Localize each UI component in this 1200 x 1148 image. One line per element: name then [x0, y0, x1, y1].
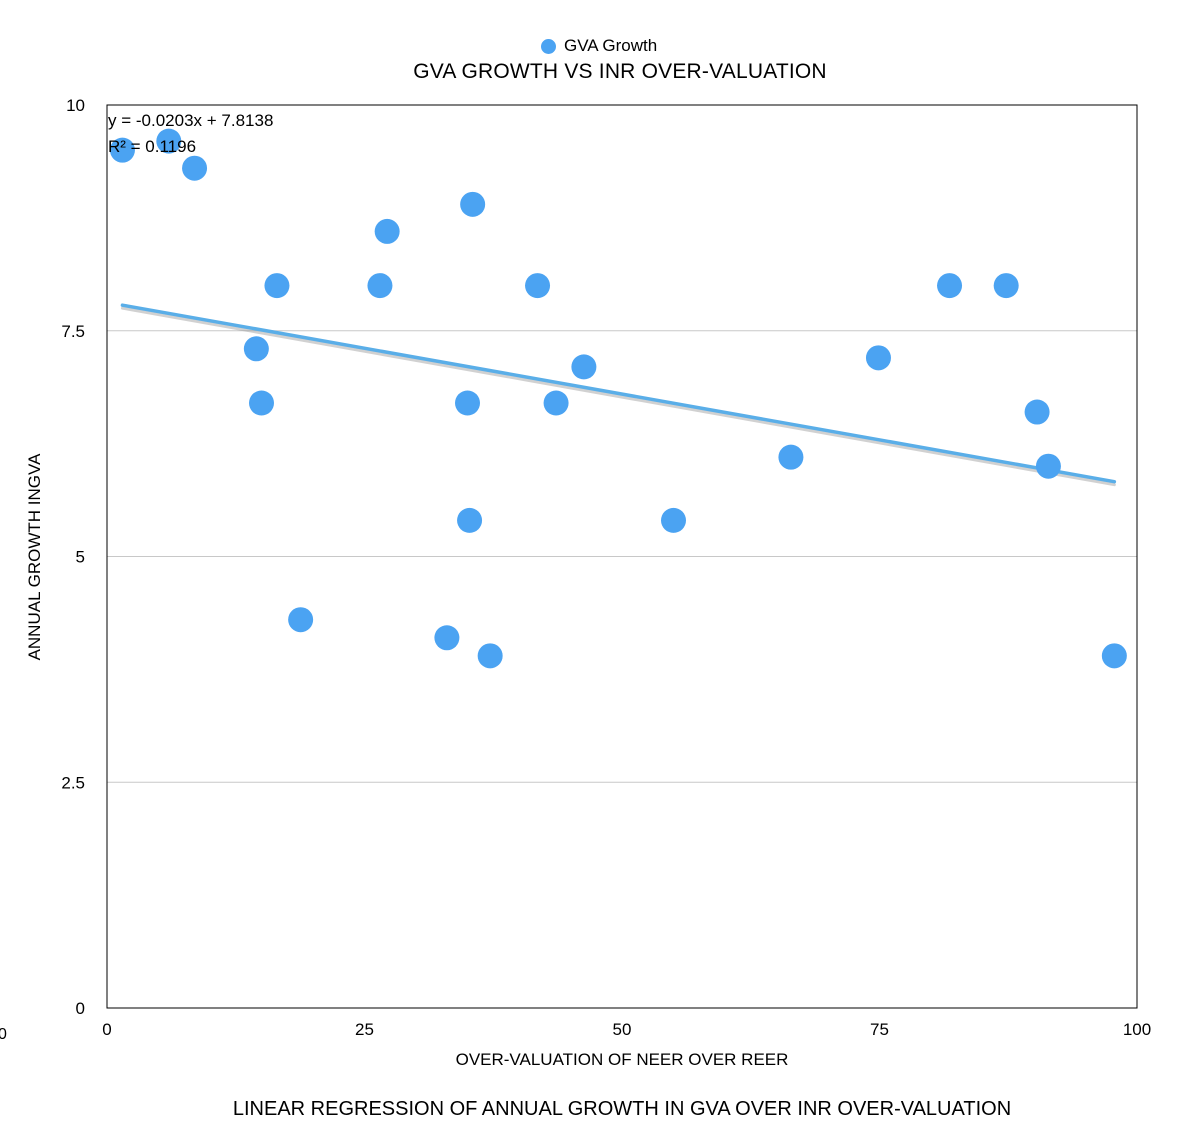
x-axis-title: OVER-VALUATION OF NEER OVER REER — [455, 1050, 789, 1069]
x-tick-label: 0 — [102, 1020, 111, 1039]
legend-label: GVA Growth — [564, 36, 658, 55]
trendline-annotation: y = -0.0203x + 7.8138 R² = 0.1196 — [108, 108, 273, 160]
data-point — [1024, 399, 1050, 425]
data-point — [367, 273, 393, 299]
x-tick-label: 50 — [613, 1020, 632, 1039]
data-point — [264, 273, 290, 299]
data-point — [937, 273, 963, 299]
data-point — [525, 273, 551, 299]
trendline — [120, 303, 1117, 484]
data-point — [1101, 643, 1127, 669]
y-axis-title: ANNUAL GROWTH INGVA — [25, 453, 44, 661]
legend-marker-icon — [541, 38, 556, 54]
data-point — [434, 625, 460, 651]
chart-title: GVA GROWTH VS INR OVER-VALUATION — [413, 60, 827, 83]
x-axis-ticks: 0 25 50 75 100 — [102, 1020, 1151, 1039]
data-point — [778, 444, 804, 470]
y-tick-label: 10 — [66, 96, 85, 115]
data-point — [156, 128, 182, 154]
y-tick-label: 7.5 — [61, 322, 85, 341]
y-tick-label: 2.5 — [61, 773, 85, 792]
data-point — [477, 643, 503, 669]
data-point — [243, 336, 269, 362]
data-point — [457, 507, 483, 533]
trendline-r-squared: R² = 0.1196 — [108, 137, 197, 156]
data-point — [455, 390, 480, 416]
data-point — [460, 191, 486, 217]
stray-label: 0 — [0, 1026, 7, 1043]
data-point — [571, 354, 597, 380]
data-point — [865, 345, 891, 371]
x-tick-label: 75 — [870, 1020, 889, 1039]
data-point — [182, 155, 208, 181]
data-point — [543, 390, 569, 416]
data-point — [1035, 453, 1061, 479]
legend: GVA Growth — [541, 36, 657, 56]
x-tick-label: 25 — [355, 1020, 374, 1039]
trendline-shadow — [120, 306, 1116, 487]
x-tick-label: 100 — [1123, 1020, 1151, 1039]
data-point — [993, 273, 1019, 299]
chart-caption: LINEAR REGRESSION OF ANNUAL GROWTH IN GV… — [232, 1098, 1012, 1120]
trendline-group — [120, 303, 1117, 487]
plot-area-frame — [106, 104, 1138, 1009]
y-tick-label: 0 — [76, 999, 85, 1018]
y-tick-label: 5 — [76, 548, 85, 567]
data-point — [249, 390, 274, 416]
data-point — [661, 507, 686, 533]
y-axis-ticks: 0 2.5 5 7.5 10 — [61, 96, 85, 1018]
data-point — [288, 607, 314, 633]
gridlines — [107, 330, 1137, 783]
data-point — [374, 218, 400, 244]
data-point — [109, 137, 135, 163]
trendline-equation: y = -0.0203x + 7.8138 — [108, 111, 274, 130]
data-points — [109, 128, 1127, 669]
